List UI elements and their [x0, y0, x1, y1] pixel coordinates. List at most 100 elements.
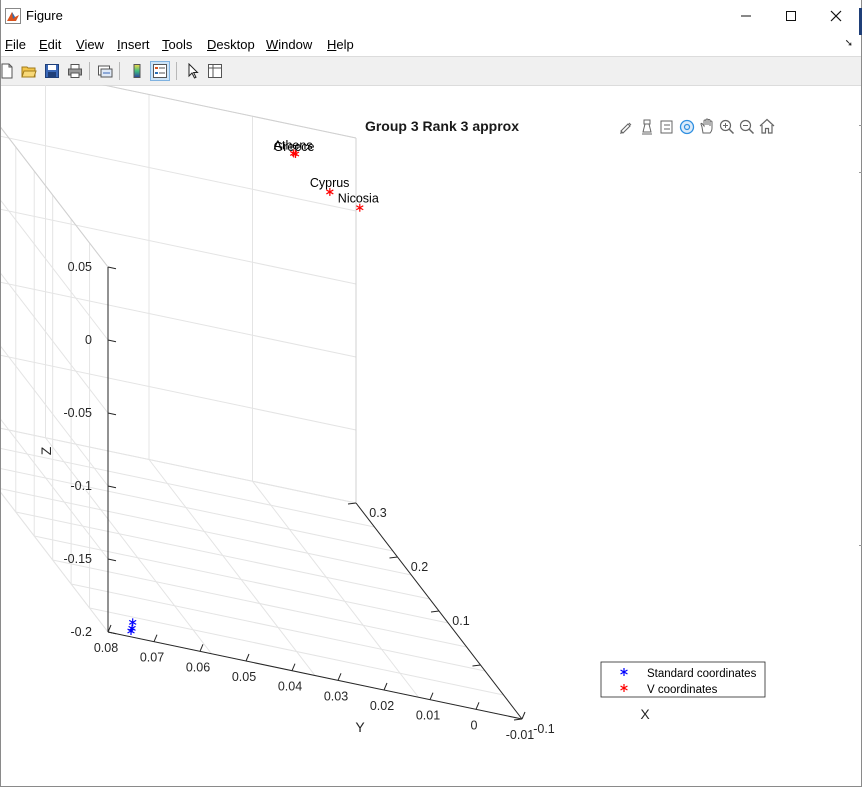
- menu-tools[interactable]: Tools: [162, 37, 193, 52]
- legend-marker-v-coordinates: [620, 684, 628, 692]
- edit-plot-icon[interactable]: [183, 61, 203, 81]
- y-tick: [107, 624, 112, 633]
- grid-line: [1, 272, 109, 414]
- figure-toolbar: [1, 56, 861, 86]
- legend-icon[interactable]: [150, 61, 170, 81]
- brush-icon[interactable]: [620, 122, 632, 134]
- colorbar-icon[interactable]: [127, 61, 147, 81]
- x-tick: [389, 556, 398, 559]
- box-edge: [101, 85, 357, 139]
- z-tick: [107, 558, 117, 562]
- property-inspector-icon[interactable]: [205, 61, 225, 81]
- data-cursor-icon[interactable]: [660, 120, 673, 134]
- grid-line: [1, 199, 109, 341]
- menu-help[interactable]: Help: [327, 37, 354, 52]
- pan-icon[interactable]: [700, 118, 713, 134]
- z-tick: [107, 485, 117, 489]
- x-tick: [430, 610, 440, 613]
- grid-line: [1, 491, 109, 633]
- z-tick-label: -0.2: [70, 625, 92, 639]
- maximize-icon: [786, 11, 796, 21]
- x-tick: [472, 664, 481, 667]
- menu-window[interactable]: Window: [266, 37, 313, 52]
- z-tick-label: -0.1: [70, 479, 92, 493]
- axes: [107, 266, 526, 721]
- zoom-out-icon[interactable]: [739, 119, 755, 135]
- grid-line: [101, 85, 357, 139]
- v-coordinate-point: [356, 203, 364, 212]
- x-tick-label: 0.3: [369, 506, 386, 520]
- y-tick-label: 0: [471, 718, 478, 732]
- rotate-3d-icon[interactable]: [679, 119, 695, 135]
- zoom-in-icon[interactable]: [719, 119, 735, 135]
- grid-line: [252, 480, 419, 698]
- y-axis-label: Y: [355, 719, 365, 735]
- y-tick-label: 0.06: [186, 660, 210, 674]
- minimize-icon: [741, 15, 751, 17]
- x-tick: [513, 718, 523, 721]
- toolbar-separator: [119, 62, 120, 80]
- save-icon[interactable]: [42, 61, 62, 81]
- minimize-button[interactable]: [723, 0, 769, 32]
- grid-line: [34, 535, 449, 624]
- data-tips-icon[interactable]: [642, 119, 652, 135]
- home-icon[interactable]: [759, 118, 775, 134]
- grid-line: [71, 583, 486, 672]
- y-tick-label: 0.01: [416, 709, 440, 723]
- z-axis-label: Z: [38, 446, 54, 455]
- plot-area[interactable]: 0.08 0.07 0.06 0.05 0.04 0.03 0.02 0.01 0 -0.01 0.…: [1, 85, 857, 785]
- y-tick: [245, 653, 250, 662]
- y-tick: [337, 673, 342, 681]
- link-plot-icon[interactable]: [95, 61, 115, 81]
- tick-labels: 0.08 0.07 0.06 0.05 0.04 0.03 0.02 0.01 0 -0.01 0.…: [64, 260, 555, 742]
- grid-line: [1, 345, 109, 487]
- z-tick: [107, 339, 117, 343]
- grid-line: [1, 354, 357, 431]
- grid-line: [1, 135, 357, 212]
- grid: [1, 85, 523, 720]
- legend-star: [620, 668, 628, 676]
- y-tick-label: -0.01: [506, 728, 535, 742]
- grid-line: [1, 488, 412, 576]
- chart-title: Group 3 Rank 3 approx: [365, 118, 519, 134]
- grid-line: [1, 126, 109, 268]
- close-button[interactable]: [813, 0, 859, 32]
- legend-marker-standard-coordinates: [620, 668, 628, 676]
- z-tick-label: -0.05: [64, 406, 93, 420]
- grid-line: [45, 437, 212, 655]
- menu-file[interactable]: File: [5, 37, 26, 52]
- y-tick: [383, 682, 388, 691]
- maximize-button[interactable]: [768, 0, 814, 32]
- legend[interactable]: Standard coordinates V coordinates: [600, 661, 766, 698]
- open-file-icon[interactable]: [19, 61, 39, 81]
- point-label: Athens: [274, 138, 313, 152]
- z-tick: [107, 412, 117, 416]
- y-tick-label: 0.08: [94, 641, 118, 655]
- point-label: Cyprus: [310, 176, 350, 190]
- title-bar: Figure: [1, 0, 861, 32]
- menu-desktop[interactable]: Desktop: [207, 37, 255, 52]
- x-axis-label: X: [640, 706, 650, 722]
- window-edge: [859, 0, 862, 788]
- grid-line: [1, 281, 357, 358]
- y-tick-label: 0.05: [232, 670, 256, 684]
- dock-arrow-icon[interactable]: ➘: [844, 38, 853, 49]
- menu-edit[interactable]: Edit: [39, 37, 62, 52]
- y-tick-label: 0.03: [324, 689, 348, 703]
- legend-box: [600, 661, 766, 698]
- x-tick-label: 0.2: [411, 560, 428, 574]
- close-icon: [830, 10, 842, 22]
- new-figure-icon[interactable]: [0, 61, 17, 81]
- menu-view[interactable]: View: [76, 37, 104, 52]
- axes-toolbar: [620, 118, 775, 135]
- y-tick: [199, 644, 204, 652]
- grid-line: [52, 559, 467, 648]
- menu-insert[interactable]: Insert: [117, 37, 150, 52]
- toolbar-separator: [176, 62, 177, 80]
- point-label: Greece: [274, 140, 315, 154]
- grid-line: [89, 607, 504, 696]
- print-icon[interactable]: [65, 61, 85, 81]
- matlab-logo-icon: [5, 8, 21, 24]
- x-tick-label: -0.1: [533, 722, 555, 736]
